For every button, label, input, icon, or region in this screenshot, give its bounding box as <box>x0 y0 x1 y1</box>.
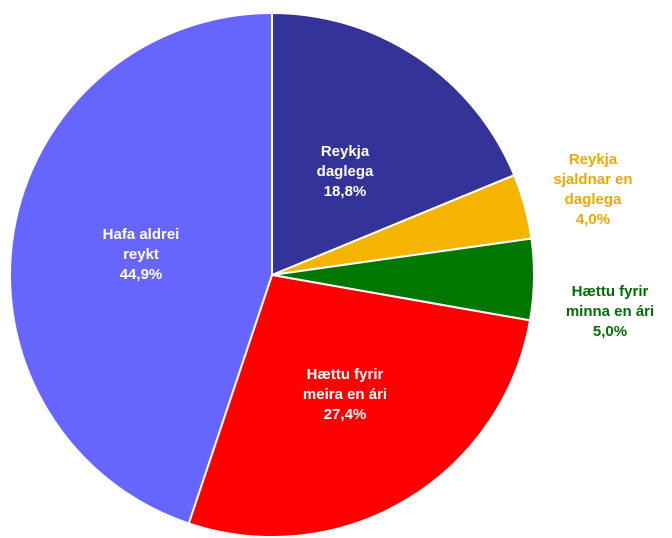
slice-label: Reykja sjaldnar en daglega 4,0% <box>546 150 641 230</box>
value-label: 27,4% <box>323 406 367 423</box>
slice-label: Reykja daglega 18,8% <box>298 142 393 202</box>
slice-label: Hættu fyrir minna en ári 5,0% <box>553 282 668 342</box>
pie-slice <box>271 11 516 277</box>
value-label: 4,0% <box>575 211 611 228</box>
pie-slice <box>187 273 532 538</box>
slice-label: Hafa aldrei reykt 44,9% <box>86 225 196 285</box>
value-label: 5,0% <box>592 323 628 340</box>
value-label: 44,9% <box>119 266 163 283</box>
slice-label: Hættu fyrir meira en ári 27,4% <box>285 365 405 425</box>
category-label: Reykja daglega <box>316 143 374 180</box>
pie-slice <box>9 11 273 525</box>
category-label: Reykja sjaldnar en daglega <box>553 151 633 208</box>
category-label: Hættu fyrir meira en ári <box>302 366 388 403</box>
category-label: Hættu fyrir minna en ári <box>565 283 655 320</box>
value-label: 18,8% <box>323 183 367 200</box>
category-label: Hafa aldrei reykt <box>102 226 180 263</box>
